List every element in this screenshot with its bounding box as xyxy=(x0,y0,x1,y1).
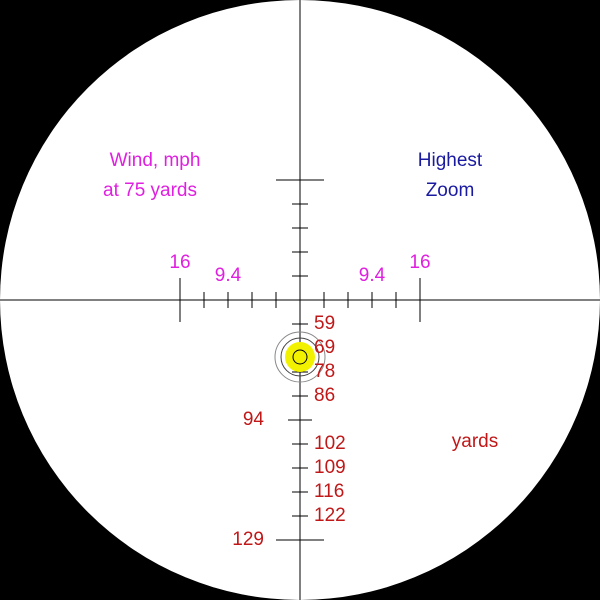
range-label: 102 xyxy=(314,433,346,454)
target xyxy=(274,331,326,383)
zoom-label: Zoom xyxy=(426,180,475,201)
zoom-label: Highest xyxy=(418,150,483,171)
range-label: 129 xyxy=(232,529,264,550)
wind-label: Wind, mph xyxy=(110,150,201,171)
windage-label: 9.4 xyxy=(359,265,386,286)
range-label: 109 xyxy=(314,457,346,478)
wind-label: at 75 yards xyxy=(103,180,197,201)
range-label: 78 xyxy=(314,361,335,382)
range-unit: yards xyxy=(452,431,498,452)
windage-label: 9.4 xyxy=(215,265,242,286)
range-label: 94 xyxy=(243,409,265,430)
windage-label: 16 xyxy=(169,252,190,273)
range-label: 86 xyxy=(314,385,335,406)
windage-label: 16 xyxy=(409,252,430,273)
range-label: 116 xyxy=(314,481,344,502)
range-label: 69 xyxy=(314,337,335,358)
range-label: 122 xyxy=(314,505,346,526)
range-label: 59 xyxy=(314,313,335,334)
